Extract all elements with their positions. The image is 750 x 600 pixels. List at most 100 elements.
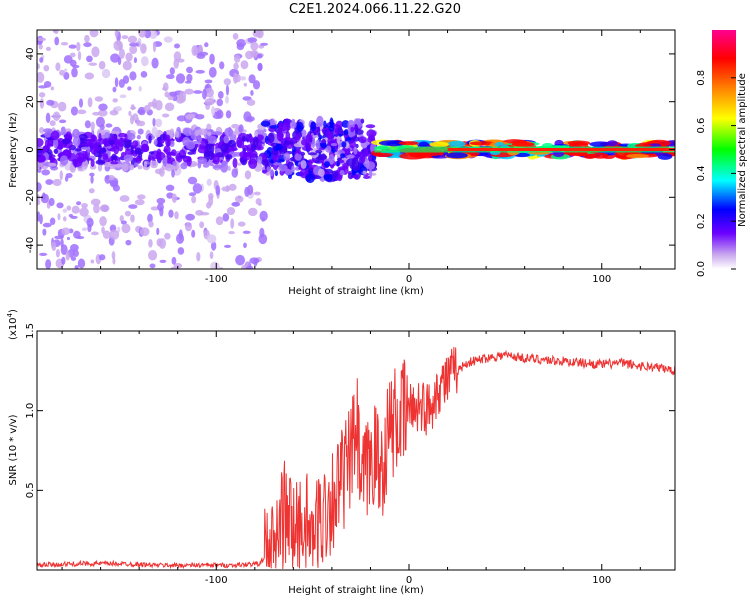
spectrogram-cell: [149, 30, 158, 39]
spectrogram-cell: [215, 185, 221, 196]
snr-series-line: [37, 346, 675, 570]
spectrogram-cell: [156, 197, 166, 205]
spectrogram-cell: [274, 170, 279, 177]
spectrogram-cell: [121, 162, 129, 172]
spectrogram-cell: [552, 151, 565, 158]
spectrogram-cell: [291, 165, 295, 173]
spectrogram-cell: [88, 188, 95, 194]
spectrogram-cell: [64, 175, 69, 182]
spectrogram-cell: [259, 227, 265, 238]
snr-x-label: Height of straight line (km): [288, 585, 424, 596]
spectrogram-cell: [190, 160, 198, 167]
spectrogram-cell: [289, 121, 297, 129]
spectrogram-cell: [339, 169, 345, 176]
snr-frame: [36, 330, 676, 571]
spectrogram-cell: [204, 42, 209, 48]
spectrogram-cell: [94, 96, 104, 102]
spectrogram-cell: [234, 195, 244, 203]
spectrogram-cell: [336, 135, 341, 145]
spectrogram-cell: [269, 125, 279, 129]
spectrogram-cell: [114, 106, 122, 112]
spectrogram-cell: [192, 183, 203, 194]
spectrogram-cell: [124, 210, 131, 217]
spectrogram-cell: [230, 218, 235, 229]
spectrogram-cell: [247, 184, 254, 196]
spectrogram-cell: [151, 57, 159, 69]
spectrogram-cell: [294, 133, 301, 143]
spectrogram-cell: [201, 137, 206, 142]
spectrogram-cell: [159, 167, 165, 177]
spectrogram-cell: [40, 193, 49, 204]
spectrogram-cell: [232, 157, 238, 169]
spectrogram-cell: [246, 99, 256, 106]
spectrogram-cell: [446, 152, 468, 159]
spectrogram-cell: [349, 139, 356, 149]
colorbar-tick-label: 0.4: [696, 165, 707, 181]
colorbar-tick-label: 0.0: [696, 261, 707, 277]
spectrogram-cell: [41, 169, 51, 176]
spectrogram-cell: [261, 169, 268, 174]
spectrogram-cell: [169, 67, 175, 75]
spectrogram-cell: [38, 43, 43, 50]
spectrogram-cell: [223, 78, 231, 86]
spectrogram-cell: [310, 121, 317, 132]
snr-x-tick-label: -100: [205, 575, 228, 586]
spectrogram-cell: [334, 127, 339, 137]
spectrogram-cell: [362, 170, 367, 175]
spectrogram-cell: [324, 161, 331, 168]
spectrogram-cell: [205, 143, 211, 150]
spectrogram-cell: [114, 77, 119, 88]
spectrogram-cell: [252, 136, 259, 148]
spectrogram-cell: [222, 212, 230, 222]
spectrogram-cell: [114, 163, 124, 168]
spectrogram-cell: [130, 145, 134, 155]
spectrogram-cell: [191, 229, 196, 238]
spectrogram-cell: [283, 152, 291, 161]
spectrogram-cell: [177, 247, 185, 255]
spectrogram-cell: [81, 202, 88, 209]
spectrogram-cell: [270, 120, 275, 126]
spectrogram-cell: [207, 131, 212, 136]
spectrogram-cell: [115, 130, 120, 135]
spectrogram-cell: [193, 90, 203, 94]
spectrogram-cell: [140, 43, 147, 54]
spectrogram-cell: [253, 191, 261, 196]
spectrogram-cell: [63, 216, 67, 222]
spectrogram-cell: [243, 111, 252, 122]
spectrogram-cell: [130, 104, 135, 111]
spectrogram-cell: [293, 143, 304, 148]
spectrogram-cell: [307, 152, 318, 156]
spectrogram-cell: [95, 159, 106, 165]
spectrogram-cell: [169, 91, 178, 97]
spectrogram-cell: [336, 160, 340, 167]
spectrogram-cell: [44, 131, 52, 138]
spectrogram-cell: [229, 147, 238, 152]
spectrogram-cell: [105, 123, 113, 128]
spectrogram-cell: [161, 113, 170, 118]
spectrogram-y-label: Frequency (Hz): [8, 112, 19, 188]
spectrogram-cell: [70, 106, 79, 116]
spectrogram-cell: [138, 30, 147, 38]
spectrogram-cell: [399, 152, 427, 160]
spectrogram-cell: [281, 146, 288, 153]
spectrogram-cell: [330, 142, 338, 147]
snr-y-tick-label: 1.5: [25, 323, 36, 339]
spectrogram-cell: [278, 122, 289, 132]
spectrogram-cell: [93, 203, 100, 214]
spectrogram-cell: [163, 36, 173, 43]
spectrogram-cell: [69, 52, 76, 58]
spectrogram-cell: [220, 142, 230, 154]
spectrogram-cell: [118, 44, 123, 51]
spectrogram-cell: [90, 231, 99, 236]
spectrogram-cell: [98, 109, 108, 117]
spectrogram-cell: [351, 160, 361, 172]
spectrogram-cell: [174, 43, 180, 49]
spectrogram-cell: [111, 153, 117, 162]
spectrogram-cell: [315, 139, 320, 150]
spectrogram-cell: [448, 140, 466, 148]
spectrogram-cell: [368, 168, 373, 179]
spectrogram-cell: [165, 184, 175, 192]
spectrogram-cell: [43, 80, 52, 88]
spectrogram-x-tick-label: 100: [592, 274, 611, 285]
spectrogram-cell: [76, 109, 87, 115]
